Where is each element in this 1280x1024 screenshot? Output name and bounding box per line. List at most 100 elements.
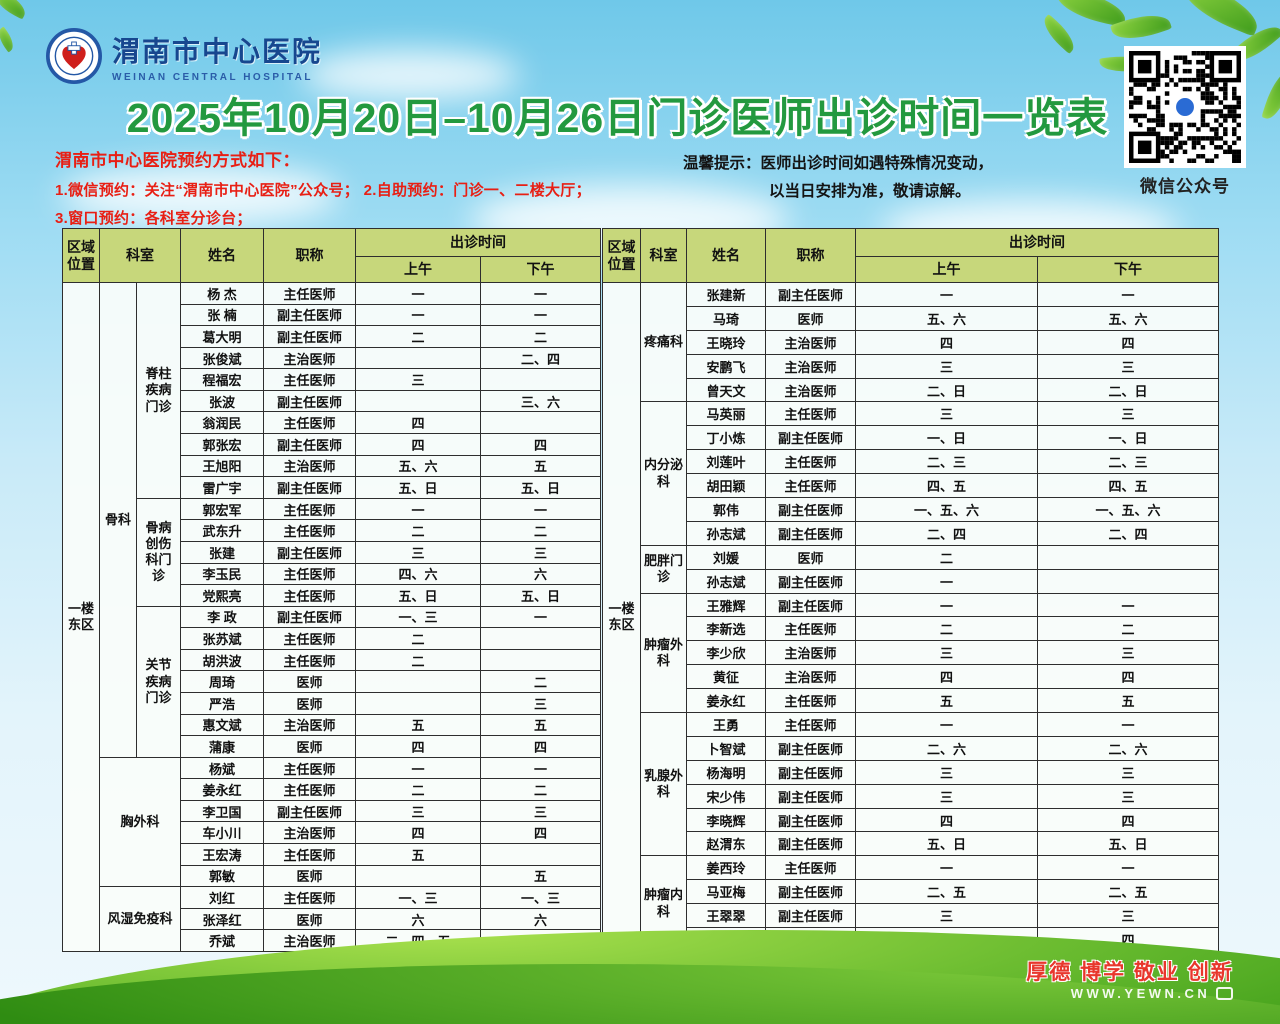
schedule-afternoon-cell: 三 — [1037, 759, 1219, 785]
doctor-name-cell: 曾天文 — [686, 377, 766, 403]
table-row: 车小川 主治医师四四 — [63, 821, 601, 845]
schedule-morning-cell: 五 — [855, 688, 1038, 714]
doctor-name-cell: 李晓辉 — [686, 807, 766, 833]
schedule-afternoon-cell: 五 — [480, 713, 601, 737]
schedule-afternoon-cell: 四、五 — [1037, 473, 1219, 499]
table-row: 李卫国 副主任医师三三 — [63, 799, 601, 823]
table-row: 孙志斌 副主任医师 二、四 二、四 — [603, 520, 1219, 546]
schedule-afternoon-cell: 六 — [480, 907, 601, 931]
doctor-title-cell: 主治医师 — [765, 640, 856, 666]
schedule-afternoon-cell: 三 — [480, 799, 601, 823]
doctor-name-cell: 杨 杰 — [180, 282, 264, 305]
schedule-morning-cell: 一 — [855, 712, 1038, 737]
booking-heading: 渭南市中心医院预约方式如下： — [55, 151, 300, 170]
table-row: 周琦 医师 二 — [63, 670, 601, 693]
doctor-name-cell: 雷广宇 — [180, 476, 264, 499]
leaf-decoration — [1261, 67, 1280, 123]
schedule-morning-cell: 一 — [855, 568, 1038, 594]
header-morning: 上午 — [355, 256, 481, 283]
doctor-name-cell: 程福宏 — [180, 368, 264, 391]
schedule-afternoon-cell: 一 — [480, 756, 601, 780]
department-main-cell: 骨科 — [99, 282, 137, 758]
doctor-title-cell: 主任医师 — [263, 282, 356, 305]
doctor-name-cell: 宋少伟 — [686, 783, 766, 809]
schedule-afternoon-cell: 一 — [480, 605, 601, 629]
header-title: 职称 — [263, 228, 356, 283]
cloud-decoration — [60, 165, 340, 225]
table-header: 区域位置 科室 姓名 职称 出诊时间 上午 下午 — [62, 228, 601, 283]
doctor-name-cell: 王翠翠 — [686, 903, 766, 929]
doctor-name-cell: 杨斌 — [180, 756, 264, 780]
doctor-title-cell: 主任医师 — [263, 886, 356, 909]
schedule-afternoon-cell: 五、日 — [480, 476, 601, 499]
schedule-afternoon-cell: 一 — [480, 282, 601, 305]
header-schedule: 出诊时间 — [355, 228, 601, 257]
schedule-afternoon-cell: 二 — [480, 670, 601, 693]
doctor-title-cell: 副主任医师 — [765, 903, 856, 929]
doctor-name-cell: 惠文斌 — [180, 713, 264, 737]
table-row: 关节疾病门诊李 政副主任医师 一、三一 — [63, 605, 601, 758]
doctor-title-cell: 医师 — [263, 691, 356, 715]
table-row: 刘莲叶 主任医师 二、三 二、三 — [603, 449, 1219, 475]
doctor-title-cell: 主任医师 — [765, 401, 856, 427]
table-body: 一楼东区 疼痛科 张建新 副主任医师一一马琦 医师 五、六 五、六 王晓玲 主治医师四四安鹏飞主… — [602, 281, 1219, 952]
schedule-afternoon-cell: 一 — [1037, 712, 1219, 737]
schedule-morning-cell: 四 — [855, 329, 1038, 355]
schedule-afternoon-cell — [480, 627, 601, 650]
schedule-afternoon-cell: 一、五、六 — [1037, 497, 1219, 522]
doctor-title-cell: 医师 — [765, 544, 856, 570]
schedule-morning-cell: 二、六 — [855, 735, 1038, 761]
table-row: 王旭阳 主治医师 五、六五 — [63, 454, 601, 478]
doctor-name-cell: 刘莲叶 — [686, 449, 766, 475]
doctor-name-cell: 卜智斌 — [686, 735, 766, 761]
table-row: 骨病创伤科门诊 郭宏军 主任医师一一 — [63, 497, 601, 607]
schedule-afternoon-cell: 二 — [480, 519, 601, 542]
schedule-afternoon-cell: 四 — [480, 433, 601, 456]
region-cell: 一楼东区 — [602, 282, 641, 952]
schedule-morning-cell: 五 — [355, 843, 481, 866]
doctor-name-cell: 翁润民 — [180, 411, 264, 435]
doctor-name-cell: 王雅辉 — [686, 592, 766, 618]
schedule-morning-cell: 二、四 — [855, 520, 1038, 546]
schedule-table-left: 区域位置 科室 姓名 职称 出诊时间 上午 下午 一楼东区 骨科 脊柱疾病门诊杨 杰… — [62, 228, 601, 952]
leaf-decoration — [0, 26, 18, 53]
schedule-afternoon-cell: 一 — [1037, 592, 1219, 618]
doctor-title-cell: 副主任医师 — [263, 303, 356, 327]
doctor-title-cell: 主治医师 — [263, 713, 356, 737]
doctor-name-cell: 郭张宏 — [180, 433, 264, 456]
doctor-name-cell: 郭伟 — [686, 497, 766, 522]
watermark-phone-icon — [1216, 987, 1234, 1000]
schedule-afternoon-cell: 二、三 — [1037, 449, 1219, 475]
schedule-morning-cell: 三 — [355, 368, 481, 391]
schedule-morning-cell: 一 — [355, 756, 481, 780]
table-row: 姜永红 主任医师二二 — [63, 778, 601, 801]
table-row: 李新选 主任医师二二 — [603, 616, 1219, 642]
doctor-name-cell: 李少欣 — [686, 640, 766, 666]
table-row: 姜永红 主任医师五五 — [603, 688, 1219, 714]
doctor-title-cell: 副主任医师 — [765, 759, 856, 785]
doctor-name-cell: 郭宏军 — [180, 497, 264, 521]
booking-line-1: 1.微信预约：关注“渭南市中心医院”公众号； 2.自助预约：门诊一、二楼大厅； — [55, 182, 591, 199]
doctor-name-cell: 李卫国 — [180, 799, 264, 823]
schedule-morning-cell: 五、日 — [855, 831, 1038, 857]
doctor-name-cell: 马亚梅 — [686, 879, 766, 905]
schedule-morning-cell: 一 — [355, 282, 481, 305]
table-row: 孙志斌 副主任医师一 — [603, 568, 1219, 594]
schedule-afternoon-cell: 四 — [1037, 807, 1219, 833]
schedule-morning-cell — [355, 670, 481, 693]
department-cell: 疼痛科 — [640, 281, 687, 403]
header-department: 科室 — [99, 228, 181, 283]
schedule-morning-cell: 三 — [855, 783, 1038, 809]
doctor-title-cell: 主任医师 — [765, 449, 856, 475]
doctor-title-cell: 主治医师 — [765, 353, 856, 379]
schedule-table-right: 区域位置 科室 姓名 职称 出诊时间 上午 下午 一楼东区 疼痛科 张建新 副主任医师… — [602, 228, 1219, 952]
table-row: 马琦 医师 五、六 五、六 — [603, 305, 1219, 331]
table-row: 曾天文 主治医师 二、日 二、日 — [603, 377, 1219, 403]
doctor-title-cell: 副主任医师 — [765, 735, 856, 761]
doctor-name-cell: 车小川 — [180, 821, 264, 845]
schedule-afternoon-cell: 四 — [1037, 329, 1219, 355]
hospital-emblem-icon — [46, 28, 102, 84]
schedule-afternoon-cell: 一 — [1037, 282, 1219, 307]
doctor-name-cell: 王晓玲 — [686, 329, 766, 355]
table-row: 李晓辉 副主任医师四四 — [603, 807, 1219, 833]
